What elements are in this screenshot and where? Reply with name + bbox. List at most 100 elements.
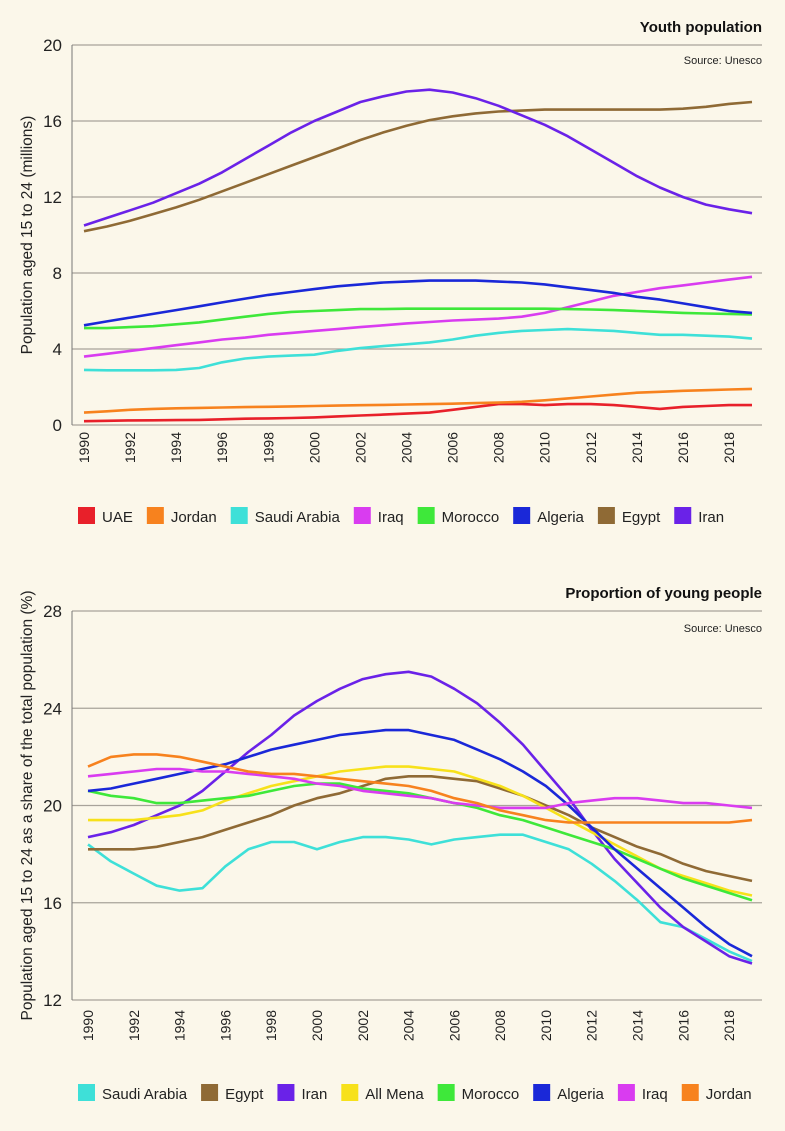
legend-item: Iran xyxy=(277,1084,327,1103)
legend-label: Jordan xyxy=(706,1086,752,1103)
chart-title: Proportion of young people xyxy=(565,585,762,602)
legend-item: UAE xyxy=(78,507,133,526)
x-tick-label: 2002 xyxy=(352,432,368,463)
legend-item: Egypt xyxy=(597,507,661,526)
y-tick-label: 12 xyxy=(43,188,62,207)
legend-swatch xyxy=(230,507,248,524)
series-line-jordan xyxy=(83,387,753,414)
y-tick-label: 20 xyxy=(43,36,62,55)
legend-item: Algeria xyxy=(513,507,585,526)
legend-item: All Mena xyxy=(341,1084,424,1103)
chart-title: Youth population xyxy=(640,19,762,36)
x-tick-label: 2014 xyxy=(629,432,645,463)
series-line-uae xyxy=(83,402,752,423)
y-tick-label: 28 xyxy=(43,602,62,621)
series-line-egypt xyxy=(88,775,753,883)
legend-item: Jordan xyxy=(146,507,217,526)
legend-swatch xyxy=(201,1084,219,1101)
legend-swatch xyxy=(513,507,531,524)
legend-item: Jordan xyxy=(681,1084,752,1103)
legend-item: Morocco xyxy=(437,1084,519,1103)
series-line-morocco xyxy=(84,307,753,330)
y-tick-label: 24 xyxy=(43,699,62,718)
x-tick-label: 1994 xyxy=(172,1010,188,1041)
series-line-iran xyxy=(87,670,753,965)
x-tick-label: 2000 xyxy=(309,1010,325,1041)
y-tick-label: 16 xyxy=(43,894,62,913)
series-line-iran xyxy=(83,88,753,227)
y-tick-label: 20 xyxy=(43,797,62,816)
legend-swatch xyxy=(674,507,692,524)
x-tick-label: 2006 xyxy=(446,1010,462,1041)
x-tick-label: 2004 xyxy=(401,1010,417,1041)
legend-item: Morocco xyxy=(417,507,500,526)
x-tick-label: 2016 xyxy=(675,1010,691,1041)
y-axis-label: Population aged 15 to 24 as a share of t… xyxy=(19,591,36,1021)
series-line-egypt xyxy=(83,100,753,233)
x-tick-label: 1998 xyxy=(260,432,276,463)
y-axis-label: Population aged 15 to 24 (millions) xyxy=(19,116,36,355)
legend: UAE Jordan Saudi Arabia Iraq Morocco Algeria E… xyxy=(78,507,724,526)
y-tick-label: 16 xyxy=(43,112,62,131)
legend-swatch xyxy=(617,1084,635,1101)
series-line-all-mena xyxy=(88,765,753,897)
legend-label: Egypt xyxy=(622,509,661,526)
legend-swatch xyxy=(146,507,164,524)
x-tick-label: 2008 xyxy=(492,1010,508,1041)
series-line-algeria xyxy=(83,279,753,327)
legend-item: Iraq xyxy=(617,1084,668,1103)
legend-label: Morocco xyxy=(442,509,500,526)
legend-label: Algeria xyxy=(557,1086,604,1103)
legend-swatch xyxy=(277,1084,295,1101)
x-tick-label: 2006 xyxy=(445,432,461,463)
y-tick-label: 4 xyxy=(53,340,62,359)
legend-item: Saudi Arabia xyxy=(78,1084,188,1103)
chart-2: Proportion of young people Source: Unesco… xyxy=(19,585,762,1103)
legend-swatch xyxy=(437,1084,455,1101)
legend-label: Saudi Arabia xyxy=(102,1086,188,1103)
x-tick-label: 1998 xyxy=(263,1010,279,1041)
legend-swatch xyxy=(681,1084,699,1101)
x-tick-label: 1996 xyxy=(217,1010,233,1041)
x-tick-label: 1992 xyxy=(122,432,138,463)
series-line-jordan xyxy=(87,753,753,824)
chart-source: Source: Unesco xyxy=(684,623,762,635)
x-tick-label: 2008 xyxy=(491,432,507,463)
series-line-iraq xyxy=(83,275,753,358)
x-tick-label: 2010 xyxy=(538,1010,554,1041)
x-tick-label: 2004 xyxy=(398,432,414,463)
chart-1: Youth population Source: Unesco 0 4 8 12 16 20 P… xyxy=(19,19,762,526)
legend-label: Iran xyxy=(301,1086,327,1103)
legend-swatch xyxy=(341,1084,359,1101)
legend-swatch xyxy=(78,1084,95,1101)
legend-label: Iraq xyxy=(642,1086,668,1103)
x-tick-label: 2018 xyxy=(721,1010,737,1041)
x-tick-label: 2016 xyxy=(675,432,691,463)
legend-item: Algeria xyxy=(533,1084,605,1103)
y-tick-label: 8 xyxy=(53,264,62,283)
x-tick-label: 2012 xyxy=(583,432,599,463)
legend-swatch xyxy=(353,507,371,524)
series-line-saudi-arabia xyxy=(83,327,753,372)
legend-label: All Mena xyxy=(365,1086,424,1103)
x-tick-label: 2000 xyxy=(306,432,322,463)
x-tick-label: 1994 xyxy=(168,432,184,463)
x-tick-label: 2012 xyxy=(584,1010,600,1041)
x-tick-label: 2002 xyxy=(355,1010,371,1041)
legend-label: Jordan xyxy=(171,509,217,526)
legend-swatch xyxy=(78,507,95,524)
legend-label: Iran xyxy=(698,509,724,526)
legend-item: Saudi Arabia xyxy=(230,507,340,526)
legend-item: Iran xyxy=(674,507,724,526)
x-tick-label: 1990 xyxy=(80,1010,96,1041)
x-tick-label: 1990 xyxy=(76,432,92,463)
y-tick-label: 0 xyxy=(53,416,62,435)
x-tick-label: 1996 xyxy=(214,432,230,463)
legend-item: Iraq xyxy=(353,507,404,526)
legend-item: Egypt xyxy=(201,1084,264,1103)
legend-swatch xyxy=(533,1084,551,1101)
x-tick-label: 2014 xyxy=(630,1010,646,1041)
legend-swatch xyxy=(417,507,435,524)
legend: Saudi Arabia Egypt Iran All Mena Morocco Alge… xyxy=(78,1084,752,1103)
